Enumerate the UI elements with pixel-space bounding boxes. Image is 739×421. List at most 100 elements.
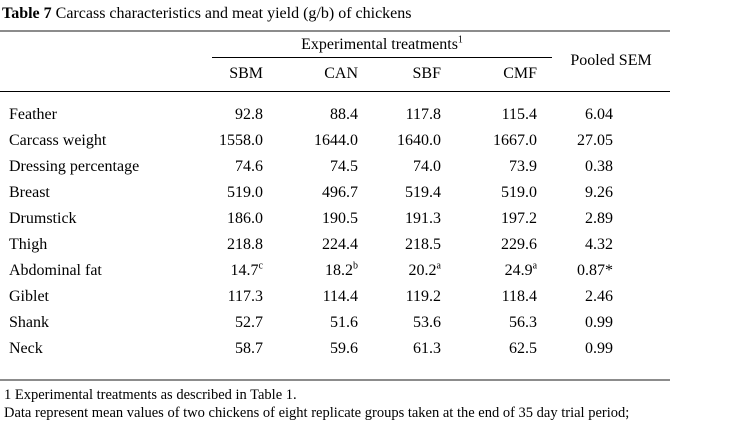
carcass-table: Experimental treatments1 Pooled SEM SBM … bbox=[0, 30, 671, 359]
col-header-can: CAN bbox=[272, 57, 367, 92]
table-row-abdominal-fat: Abdominal fat 14.7c 18.2b 20.2a 24.9a 0.… bbox=[0, 255, 670, 281]
cell-value: 117.8 bbox=[405, 105, 441, 123]
row-label: Drumstick bbox=[9, 209, 77, 227]
cell-value: 73.9 bbox=[509, 157, 538, 175]
cell-sbf: 218.5 bbox=[367, 229, 450, 255]
cell-can: 190.5 bbox=[272, 203, 367, 229]
cell-cmf: 73.9 bbox=[450, 151, 552, 177]
cell-superscript: a bbox=[436, 260, 441, 272]
table-row-neck: Neck 58.7 59.6 61.3 62.5 0.99 bbox=[0, 333, 670, 359]
cell-value: 56.3 bbox=[509, 313, 538, 331]
cell-sbf: 117.8 bbox=[367, 91, 450, 125]
cell-value: 74.5 bbox=[330, 157, 358, 175]
footnotes: 1 Experimental treatments as described i… bbox=[4, 386, 739, 421]
cell-value: 53.6 bbox=[413, 313, 441, 331]
cell-sem: 9.26 bbox=[585, 183, 614, 201]
cell-sbm: 74.6 bbox=[212, 151, 272, 177]
cell-cmf: 56.3 bbox=[450, 307, 552, 333]
cell-value: 18.2 bbox=[325, 261, 353, 279]
empty-corner-cell bbox=[0, 31, 212, 57]
cell-value: 1558.0 bbox=[219, 131, 263, 149]
row-label: Feather bbox=[9, 105, 57, 123]
cell-can: 74.5 bbox=[272, 151, 367, 177]
table-row-giblet: Giblet 117.3 114.4 119.2 118.4 2.46 bbox=[0, 281, 670, 307]
cell-sem: 0.99 bbox=[585, 313, 614, 331]
cell-cmf: 1667.0 bbox=[450, 125, 552, 151]
table-title-text: Carcass characteristics and meat yield (… bbox=[51, 5, 412, 22]
cell-can: 1644.0 bbox=[272, 125, 367, 151]
cell-value: 519.4 bbox=[405, 183, 441, 201]
cell-sbm: 92.8 bbox=[212, 91, 272, 125]
row-label: Shank bbox=[9, 313, 49, 331]
row-label: Carcass weight bbox=[9, 131, 107, 149]
cell-sbm: 186.0 bbox=[212, 203, 272, 229]
cell-value: 74.6 bbox=[235, 157, 263, 175]
cell-can: 224.4 bbox=[272, 229, 367, 255]
cell-sem: 4.32 bbox=[585, 235, 614, 253]
cell-value: 74.0 bbox=[413, 157, 441, 175]
cell-can: 88.4 bbox=[272, 91, 367, 125]
footnote-1: 1 Experimental treatments as described i… bbox=[4, 386, 297, 403]
row-label: Neck bbox=[9, 339, 43, 357]
cell-can: 496.7 bbox=[272, 177, 367, 203]
cell-cmf: 197.2 bbox=[450, 203, 552, 229]
cell-cmf: 24.9a bbox=[450, 255, 552, 281]
row-label: Dressing percentage bbox=[9, 157, 140, 175]
cell-sbf: 74.0 bbox=[367, 151, 450, 177]
row-label: Abdominal fat bbox=[9, 261, 102, 279]
cell-sbf: 1640.0 bbox=[367, 125, 450, 151]
table-title: Table 7 Carcass characteristics and meat… bbox=[0, 0, 739, 30]
cell-can: 18.2b bbox=[272, 255, 367, 281]
cell-sem: 2.89 bbox=[585, 209, 614, 227]
cell-sbm: 519.0 bbox=[212, 177, 272, 203]
cell-sem: 0.87* bbox=[577, 261, 614, 279]
cell-value: 186.0 bbox=[227, 209, 263, 227]
cell-value: 61.3 bbox=[413, 339, 441, 357]
cell-sbf: 53.6 bbox=[367, 307, 450, 333]
cell-value: 14.7 bbox=[230, 261, 259, 279]
cell-cmf: 62.5 bbox=[450, 333, 552, 359]
row-label: Giblet bbox=[9, 287, 49, 305]
empty-label-cell bbox=[0, 57, 212, 92]
cell-value: 51.6 bbox=[330, 313, 358, 331]
cell-sbm: 117.3 bbox=[212, 281, 272, 307]
cell-value: 115.4 bbox=[501, 105, 538, 123]
cell-can: 59.6 bbox=[272, 333, 367, 359]
treatments-footnote-marker: 1 bbox=[457, 34, 463, 46]
table-row-drumstick: Drumstick 186.0 190.5 191.3 197.2 2.89 bbox=[0, 203, 670, 229]
cell-value: 119.2 bbox=[405, 287, 441, 305]
table-row-shank: Shank 52.7 51.6 53.6 56.3 0.99 bbox=[0, 307, 670, 333]
cell-value: 24.9 bbox=[504, 261, 533, 279]
cell-value: 190.5 bbox=[322, 209, 358, 227]
cell-value: 52.7 bbox=[235, 313, 263, 331]
cell-sbf: 61.3 bbox=[367, 333, 450, 359]
group-header-row: Experimental treatments1 Pooled SEM bbox=[0, 31, 671, 92]
cell-sbm: 14.7c bbox=[212, 255, 272, 281]
col-header-sbf: SBF bbox=[367, 57, 450, 92]
cell-sem: 0.99 bbox=[585, 339, 614, 357]
cell-superscript: b bbox=[353, 260, 358, 272]
cell-sem: 2.46 bbox=[585, 287, 614, 305]
table-body: Feather 92.8 88.4 117.8 115.4 6.04 Carca… bbox=[0, 91, 670, 359]
cell-can: 114.4 bbox=[272, 281, 367, 307]
cell-value: 229.6 bbox=[501, 235, 538, 253]
col-header-cmf: CMF bbox=[450, 57, 553, 92]
cell-cmf: 519.0 bbox=[450, 177, 552, 203]
table-bottom-rule bbox=[0, 378, 670, 381]
cell-sbm: 52.7 bbox=[212, 307, 272, 333]
cell-value: 118.4 bbox=[501, 287, 538, 305]
cell-superscript: c bbox=[258, 260, 263, 272]
cell-value: 496.7 bbox=[322, 183, 358, 201]
cell-sbf: 20.2a bbox=[367, 255, 450, 281]
cell-sbf: 519.4 bbox=[367, 177, 450, 203]
row-label: Thigh bbox=[9, 235, 48, 253]
cell-sem: 0.38 bbox=[585, 157, 614, 175]
cell-value: 62.5 bbox=[509, 339, 538, 357]
cell-can: 51.6 bbox=[272, 307, 367, 333]
experimental-treatments-label: Experimental treatments bbox=[301, 35, 458, 53]
row-label: Breast bbox=[9, 183, 50, 201]
pooled-sem-header: Pooled SEM bbox=[552, 31, 671, 92]
cell-value: 218.8 bbox=[227, 235, 263, 253]
cell-value: 519.0 bbox=[227, 183, 263, 201]
